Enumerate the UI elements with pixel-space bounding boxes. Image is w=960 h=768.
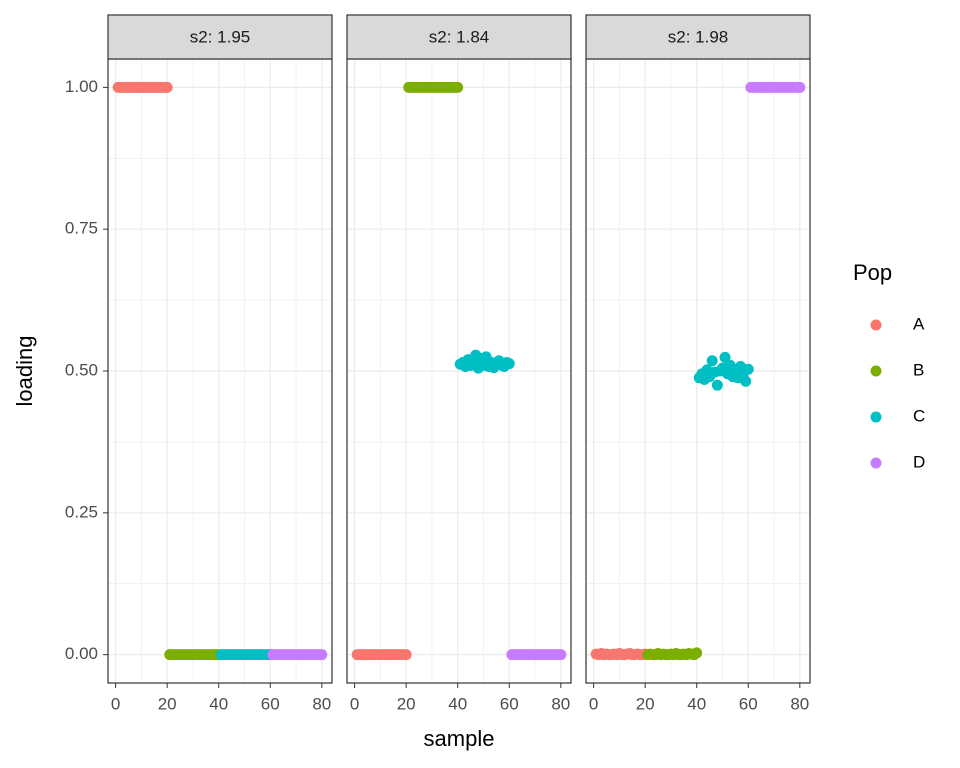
x-tick-label: 60 xyxy=(500,694,519,713)
x-tick-label: 80 xyxy=(790,694,809,713)
legend-title: Pop xyxy=(853,260,892,285)
legend-key xyxy=(870,457,882,469)
legend-label: C xyxy=(913,406,925,425)
strip xyxy=(585,14,811,60)
x-tick-label: 40 xyxy=(687,694,706,713)
x-tick-label: 20 xyxy=(158,694,177,713)
point xyxy=(711,379,723,391)
legend-key xyxy=(870,411,882,423)
legend-key xyxy=(870,365,882,377)
point xyxy=(706,355,718,367)
y-tick-label: 1.00 xyxy=(65,77,98,96)
strip xyxy=(346,14,572,60)
x-tick-label: 40 xyxy=(448,694,467,713)
point xyxy=(555,649,567,661)
y-tick-label: 0.50 xyxy=(65,360,98,379)
point xyxy=(503,358,515,370)
x-tick-label: 60 xyxy=(261,694,280,713)
point xyxy=(452,81,464,93)
point xyxy=(691,647,703,659)
x-tick-label: 80 xyxy=(312,694,331,713)
strip-label: s2: 1.95 xyxy=(190,27,251,46)
point xyxy=(742,363,754,375)
x-tick-label: 60 xyxy=(739,694,758,713)
point xyxy=(161,81,173,93)
point xyxy=(316,649,328,661)
point xyxy=(794,81,806,93)
x-tick-label: 80 xyxy=(551,694,570,713)
x-tick-label: 0 xyxy=(350,694,359,713)
x-axis-title: sample xyxy=(424,726,495,751)
legend-label: B xyxy=(913,360,924,379)
legend-key xyxy=(870,319,882,331)
y-tick-label: 0.75 xyxy=(65,219,98,238)
point xyxy=(400,649,412,661)
x-tick-label: 20 xyxy=(397,694,416,713)
x-tick-label: 40 xyxy=(209,694,228,713)
x-tick-label: 0 xyxy=(111,694,120,713)
legend-label: A xyxy=(913,314,925,333)
x-tick-label: 20 xyxy=(636,694,655,713)
y-axis-title: loading xyxy=(12,336,37,407)
strip-label: s2: 1.98 xyxy=(668,27,729,46)
y-tick-label: 0.00 xyxy=(65,644,98,663)
point xyxy=(719,351,731,363)
point xyxy=(740,375,752,387)
legend-label: D xyxy=(913,452,925,471)
y-tick-label: 0.25 xyxy=(65,502,98,521)
strip-label: s2: 1.84 xyxy=(429,27,490,46)
x-tick-label: 0 xyxy=(589,694,598,713)
strip xyxy=(107,14,333,60)
